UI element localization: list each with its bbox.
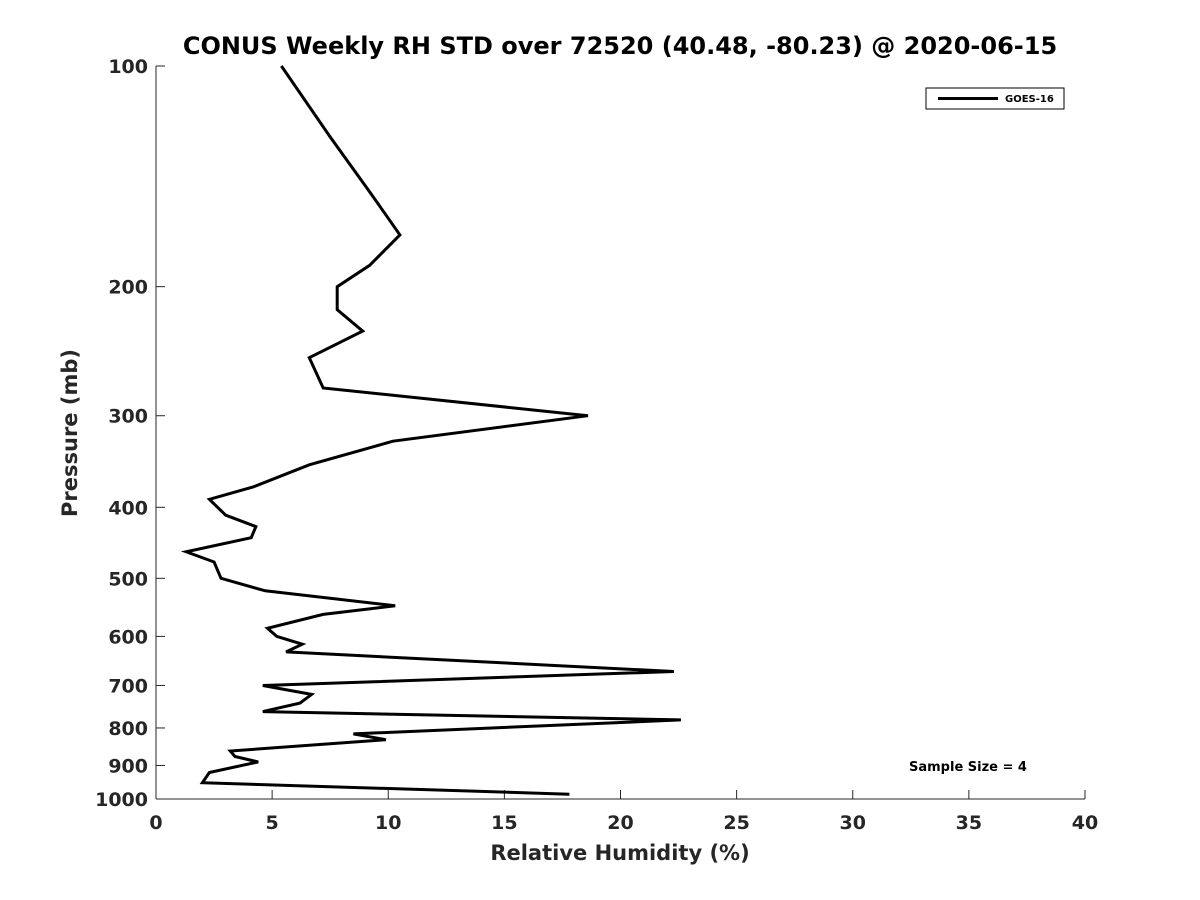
chart-title: CONUS Weekly RH STD over 72520 (40.48, -…	[183, 32, 1057, 60]
y-tick-label: 600	[108, 626, 148, 648]
y-tick-label: 100	[108, 56, 148, 78]
x-tick-label: 5	[266, 812, 279, 834]
y-tick-label: 500	[108, 568, 148, 590]
x-ticks: 0 5 10 15 20 25 30 35 40	[149, 790, 1098, 834]
series-line-goes-16	[180, 65, 681, 796]
y-tick-label: 400	[108, 497, 148, 519]
y-tick-label: 200	[108, 277, 148, 299]
y-tick-label: 300	[108, 406, 148, 428]
sample-size-annotation: Sample Size = 4	[909, 760, 1027, 775]
x-tick-label: 10	[375, 812, 401, 834]
x-tick-label: 15	[491, 812, 517, 834]
legend: GOES-16	[925, 87, 1065, 110]
x-tick-label: 40	[1072, 812, 1098, 834]
y-tick-label: 900	[108, 755, 148, 777]
x-tick-label: 20	[607, 812, 633, 834]
y-ticks: 100 200 300 400 500 600 700 800 900 1000	[95, 56, 165, 811]
y-tick-label: 800	[108, 718, 148, 740]
x-tick-label: 0	[149, 812, 162, 834]
x-tick-label: 35	[956, 812, 982, 834]
x-tick-label: 25	[723, 812, 749, 834]
series-group	[180, 65, 681, 796]
y-axis-label: Pressure (mb)	[58, 349, 82, 517]
legend-label-goes-16: GOES-16	[1005, 94, 1054, 105]
y-tick-label: 700	[108, 675, 148, 697]
y-tick-label: 1000	[95, 789, 148, 811]
x-axis-label: Relative Humidity (%)	[490, 841, 749, 865]
x-tick-label: 30	[840, 812, 866, 834]
